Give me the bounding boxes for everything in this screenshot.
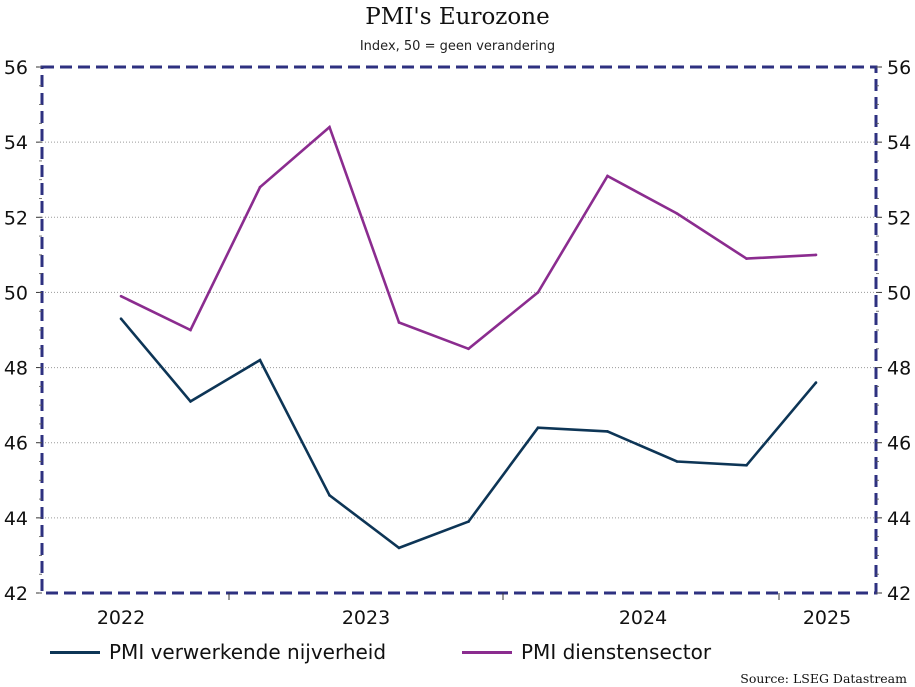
gridlines (42, 141, 876, 519)
chart-title: PMI's Eurozone (365, 4, 550, 30)
data-point (745, 257, 748, 260)
data-point (258, 358, 262, 362)
legend-item-manufacturing: PMI verwerkende nijverheid (50, 640, 386, 664)
ytick-label-left-46: 46 (4, 433, 28, 455)
ytick-label-right-44: 44 (887, 508, 911, 530)
xtick-label-2023: 2023 (342, 607, 390, 629)
xtick-label-2022: 2022 (97, 607, 145, 629)
data-point (606, 174, 609, 178)
xtick-label-2024: 2024 (619, 607, 667, 629)
plot-frame (40, 65, 878, 595)
ytick-label-right-48: 48 (887, 358, 911, 380)
xtick-label-2025: 2025 (803, 607, 851, 629)
data-point (397, 321, 401, 324)
data-point (189, 400, 192, 403)
ytick-label-right-54: 54 (887, 132, 911, 154)
ytick-label-right-46: 46 (887, 433, 911, 455)
data-point (119, 317, 123, 321)
data-point (536, 426, 540, 429)
data-point (675, 460, 679, 463)
data-point (606, 430, 609, 433)
legend-label-manufacturing: PMI verwerkende nijverheid (109, 640, 387, 664)
chart-subtitle: Index, 50 = geen verandering (359, 39, 556, 54)
data-point (536, 291, 540, 294)
ytick-label-left-48: 48 (4, 358, 28, 380)
data-point (328, 494, 331, 497)
data-point (397, 546, 401, 550)
ytick-label-right-52: 52 (887, 207, 911, 229)
ytick-label-left-54: 54 (4, 132, 28, 154)
ytick-label-left-44: 44 (4, 508, 28, 530)
x-axis: 2022 2023 2024 2025 (97, 593, 851, 629)
ytick-label-right-50: 50 (887, 282, 911, 304)
ytick-label-right-56: 56 (887, 57, 911, 79)
ytick-label-left-50: 50 (4, 282, 28, 304)
source-note: Source: LSEG Datastream (740, 671, 907, 686)
legend-swatch-services (462, 650, 512, 654)
ytick-label-right-42: 42 (887, 583, 911, 605)
data-point (189, 328, 192, 332)
legend-swatch-manufacturing (50, 650, 100, 654)
legend-item-services: PMI dienstensector (462, 640, 711, 664)
data-point (814, 253, 818, 257)
data-point (119, 294, 123, 298)
data-point (467, 520, 470, 523)
data-point (745, 463, 748, 467)
data-point (328, 125, 331, 129)
series-line-services (120, 124, 817, 351)
data-point (258, 185, 262, 189)
ytick-label-left-52: 52 (4, 207, 28, 229)
series-lines (119, 124, 818, 550)
data-point (814, 381, 818, 384)
ytick-label-left-42: 42 (4, 583, 28, 605)
data-point (467, 347, 470, 351)
series-line-manufacturing (120, 317, 817, 550)
ytick-label-left-56: 56 (4, 57, 28, 79)
legend-label-services: PMI dienstensector (521, 640, 712, 664)
data-point (675, 212, 679, 215)
y-axis: 42 42 44 44 46 46 48 48 50 50 52 52 54 54 56 56 (4, 57, 911, 605)
